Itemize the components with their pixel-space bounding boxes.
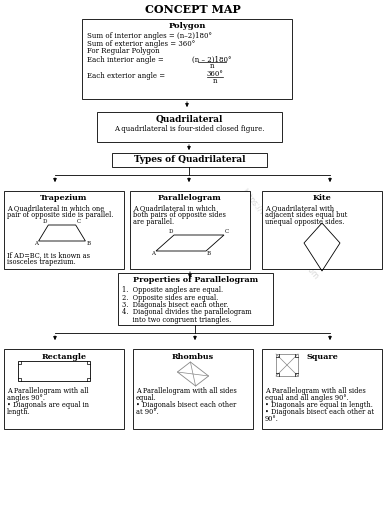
- Text: For Regular Polygon: For Regular Polygon: [87, 47, 160, 55]
- Text: angles 90°.: angles 90°.: [7, 394, 45, 402]
- Text: 90°.: 90°.: [265, 415, 279, 423]
- Text: C: C: [77, 219, 81, 224]
- Text: • Diagonals are equal in: • Diagonals are equal in: [7, 401, 89, 409]
- Text: Rhombus: Rhombus: [172, 353, 214, 361]
- FancyBboxPatch shape: [130, 191, 250, 269]
- Text: If AD=BC, it is known as: If AD=BC, it is known as: [7, 251, 90, 259]
- Text: Sum of exterior angles = 360°: Sum of exterior angles = 360°: [87, 40, 195, 47]
- Text: A Parallelogram with all sides: A Parallelogram with all sides: [136, 387, 237, 395]
- Text: Each exterior angle =: Each exterior angle =: [87, 71, 168, 80]
- Text: adjacent sides equal but: adjacent sides equal but: [265, 211, 347, 219]
- Text: A: A: [151, 251, 155, 256]
- Text: B: B: [86, 241, 91, 246]
- Text: • Diagonals are equal in length.: • Diagonals are equal in length.: [265, 401, 373, 409]
- Text: • Diagonals bisect each other: • Diagonals bisect each other: [136, 401, 236, 409]
- Text: Polygon: Polygon: [168, 22, 206, 30]
- FancyBboxPatch shape: [262, 349, 382, 429]
- Text: length.: length.: [7, 408, 31, 416]
- Text: CONCEPT MAP: CONCEPT MAP: [145, 4, 241, 15]
- FancyBboxPatch shape: [4, 191, 124, 269]
- Text: C: C: [225, 229, 229, 234]
- Text: D: D: [169, 229, 173, 234]
- Text: 3.  Diagonals bisect each other.: 3. Diagonals bisect each other.: [122, 301, 228, 309]
- Text: B: B: [207, 251, 211, 256]
- Text: Properties of Parallelogram: Properties of Parallelogram: [133, 276, 258, 284]
- Text: 4.  Diagonal divides the parallelogram: 4. Diagonal divides the parallelogram: [122, 308, 252, 317]
- Text: • Diagonals bisect each other at: • Diagonals bisect each other at: [265, 408, 374, 416]
- FancyBboxPatch shape: [112, 153, 267, 167]
- FancyBboxPatch shape: [262, 191, 382, 269]
- FancyBboxPatch shape: [118, 273, 273, 325]
- Text: https://www.studiestoday.com: https://www.studiestoday.com: [240, 187, 320, 281]
- Text: Sum of interior angles = (n–2)180°: Sum of interior angles = (n–2)180°: [87, 32, 212, 40]
- FancyBboxPatch shape: [18, 361, 90, 381]
- Text: Square: Square: [306, 353, 338, 361]
- Text: A quadrilateral is four-sided closed figure.: A quadrilateral is four-sided closed fig…: [114, 125, 265, 133]
- Text: are parallel.: are parallel.: [133, 218, 174, 226]
- Text: equal and all angles 90°.: equal and all angles 90°.: [265, 394, 349, 402]
- Text: A Quadrilateral in which: A Quadrilateral in which: [133, 204, 216, 212]
- Text: Types of Quadrilateral: Types of Quadrilateral: [134, 155, 245, 164]
- Text: unequal opposite sides.: unequal opposite sides.: [265, 218, 344, 226]
- Text: A Parallelogram with all sides: A Parallelogram with all sides: [265, 387, 366, 395]
- Text: at 90°.: at 90°.: [136, 408, 159, 416]
- Text: Kite: Kite: [313, 194, 331, 202]
- Text: Quadrilateral: Quadrilateral: [156, 115, 223, 124]
- Text: equal.: equal.: [136, 394, 157, 402]
- FancyBboxPatch shape: [82, 19, 292, 99]
- Text: both pairs of opposite sides: both pairs of opposite sides: [133, 211, 226, 219]
- Text: n: n: [213, 77, 217, 85]
- FancyBboxPatch shape: [4, 349, 124, 429]
- Text: 2.  Opposite sides are equal.: 2. Opposite sides are equal.: [122, 293, 218, 302]
- Text: 360°: 360°: [207, 70, 223, 79]
- Text: Parallelogram: Parallelogram: [158, 194, 222, 202]
- Text: isosceles trapezium.: isosceles trapezium.: [7, 258, 76, 266]
- Text: pair of opposite side is parallel.: pair of opposite side is parallel.: [7, 211, 113, 219]
- Text: D: D: [43, 219, 47, 224]
- Text: A Parallelogram with all: A Parallelogram with all: [7, 387, 88, 395]
- Text: (n – 2)180°: (n – 2)180°: [192, 56, 232, 64]
- Text: A: A: [34, 241, 37, 246]
- Text: into two congruent triangles.: into two congruent triangles.: [122, 316, 231, 324]
- Text: A Quadrilateral with: A Quadrilateral with: [265, 204, 334, 212]
- FancyBboxPatch shape: [276, 354, 298, 376]
- Text: Rectangle: Rectangle: [42, 353, 86, 361]
- Text: Trapezium: Trapezium: [40, 194, 88, 202]
- Text: A Quadrilateral in which one: A Quadrilateral in which one: [7, 204, 104, 212]
- Text: Each interior angle =: Each interior angle =: [87, 57, 166, 64]
- Text: 1.  Opposite angles are equal.: 1. Opposite angles are equal.: [122, 286, 223, 294]
- FancyBboxPatch shape: [97, 112, 282, 142]
- Text: n: n: [210, 62, 214, 70]
- FancyBboxPatch shape: [133, 349, 253, 429]
